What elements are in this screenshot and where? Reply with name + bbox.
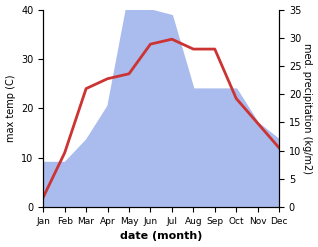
Y-axis label: med. precipitation (kg/m2): med. precipitation (kg/m2) (302, 43, 313, 174)
Y-axis label: max temp (C): max temp (C) (5, 75, 16, 142)
X-axis label: date (month): date (month) (120, 231, 202, 242)
